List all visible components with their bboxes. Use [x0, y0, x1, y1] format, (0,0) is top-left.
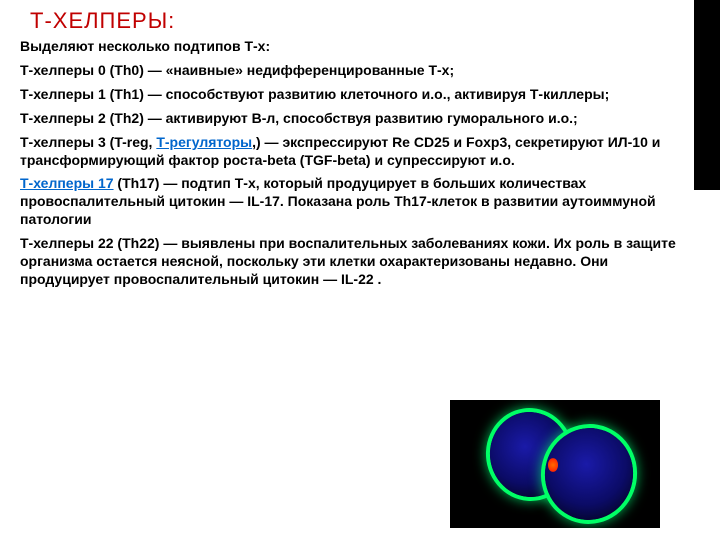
- slide-title: Т-ХЕЛПЕРЫ:: [0, 0, 720, 38]
- para-th17: Т-хелперы 17 (Th17) — подтип Т-х, которы…: [20, 175, 688, 229]
- cell-contact-spot: [548, 458, 558, 472]
- para-th3-text-a: Т-хелперы 3 (T-reg,: [20, 134, 156, 150]
- para-th17-text: (Th17) — подтип Т-х, который продуцирует…: [20, 175, 656, 227]
- para-th0: Т-хелперы 0 (Th0) — «наивные» недифферен…: [20, 62, 688, 80]
- para-intro: Выделяют несколько подтипов Т-х:: [20, 38, 688, 56]
- microscopy-image: [450, 400, 660, 528]
- para-th2: Т-хелперы 2 (Th2) — активируют В-л, спос…: [20, 110, 688, 128]
- link-t-helpers-17[interactable]: Т-хелперы 17: [20, 175, 114, 191]
- para-th3: Т-хелперы 3 (T-reg, Т-регуляторы,) — экс…: [20, 134, 688, 170]
- link-t-regulators[interactable]: Т-регуляторы: [156, 134, 252, 150]
- side-strip: [694, 0, 720, 190]
- slide: Т-ХЕЛПЕРЫ: Выделяют несколько подтипов Т…: [0, 0, 720, 540]
- para-th22: Т-хелперы 22 (Th22) — выявлены при воспа…: [20, 235, 688, 289]
- content-block: Выделяют несколько подтипов Т-х: Т-хелпе…: [0, 38, 720, 289]
- para-th1: Т-хелперы 1 (Th1) — способствуют развити…: [20, 86, 688, 104]
